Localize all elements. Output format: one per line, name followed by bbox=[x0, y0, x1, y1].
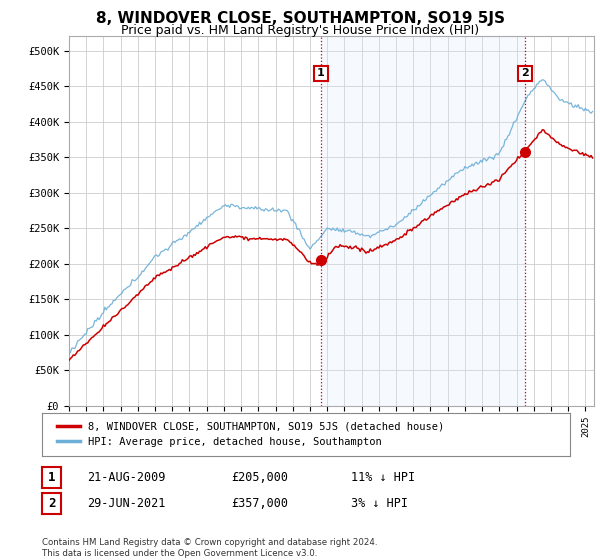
Legend: 8, WINDOVER CLOSE, SOUTHAMPTON, SO19 5JS (detached house), HPI: Average price, d: 8, WINDOVER CLOSE, SOUTHAMPTON, SO19 5JS… bbox=[52, 418, 448, 451]
Text: 1: 1 bbox=[317, 68, 325, 78]
Text: Price paid vs. HM Land Registry's House Price Index (HPI): Price paid vs. HM Land Registry's House … bbox=[121, 24, 479, 37]
Text: Contains HM Land Registry data © Crown copyright and database right 2024.
This d: Contains HM Land Registry data © Crown c… bbox=[42, 538, 377, 558]
Text: 1: 1 bbox=[48, 471, 55, 484]
Text: £357,000: £357,000 bbox=[231, 497, 288, 510]
Text: 29-JUN-2021: 29-JUN-2021 bbox=[87, 497, 166, 510]
Text: 2: 2 bbox=[48, 497, 55, 510]
Text: 2: 2 bbox=[521, 68, 529, 78]
Text: 11% ↓ HPI: 11% ↓ HPI bbox=[351, 471, 415, 484]
Text: 3% ↓ HPI: 3% ↓ HPI bbox=[351, 497, 408, 510]
Bar bbox=[321, 36, 525, 406]
Text: 8, WINDOVER CLOSE, SOUTHAMPTON, SO19 5JS: 8, WINDOVER CLOSE, SOUTHAMPTON, SO19 5JS bbox=[95, 11, 505, 26]
Text: 21-AUG-2009: 21-AUG-2009 bbox=[87, 471, 166, 484]
Text: £205,000: £205,000 bbox=[231, 471, 288, 484]
